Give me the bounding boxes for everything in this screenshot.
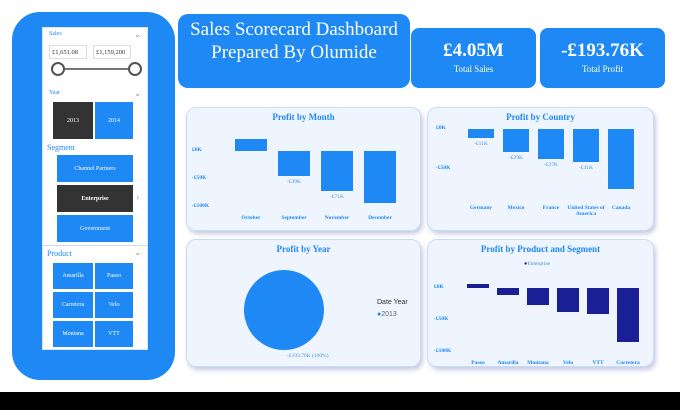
legend-label: Enterprise (527, 261, 550, 267)
data-label: -£37K (543, 161, 559, 168)
sales-slicer-title: Sales (49, 31, 62, 37)
year-2014-tile[interactable]: 2014 (95, 102, 133, 139)
x-tick-label: Montana (527, 360, 549, 366)
legend-item[interactable]: ●2013 (377, 311, 397, 318)
data-label: -£41K (578, 164, 594, 171)
x-tick-label: United States of America (567, 205, 605, 217)
bottom-bar (0, 392, 680, 410)
data-label: -£11K (474, 140, 488, 147)
x-tick-label: Paseo (471, 360, 485, 366)
segment-government[interactable]: Government (57, 215, 133, 242)
legend-title: Date Year (377, 299, 408, 306)
kpi-value: -£193.76K (561, 40, 644, 61)
profit-by-year-chart: Profit by Year -£193.76K (100%) Date Yea… (186, 239, 421, 367)
pie-data-label: -£193.76K (100%) (287, 353, 329, 359)
chevron-right-icon[interactable]: › (136, 192, 140, 203)
bar-paseo[interactable] (467, 284, 489, 288)
year-slicer-title: Year (49, 90, 61, 96)
segment-channel-partners[interactable]: Channel Partners (57, 155, 133, 182)
legend-item[interactable]: ●Enterprise (524, 261, 550, 267)
kpi-label: Total Profit (581, 64, 624, 74)
x-tick-label: VTT (592, 360, 604, 366)
y-tick-label: -£100K (192, 203, 210, 209)
dashboard-title: Sales Scorecard Dashboard Prepared By Ol… (178, 14, 410, 88)
kpi-value: £4.05M (443, 40, 504, 61)
bar-montana[interactable] (527, 288, 549, 306)
chart-title: Profit by Year (276, 244, 331, 254)
data-label: -£39K (286, 179, 302, 186)
bar-december[interactable] (364, 151, 396, 204)
x-tick-label: September (281, 215, 307, 221)
bar-mexico[interactable] (503, 129, 529, 153)
range-min-handle[interactable] (51, 62, 65, 76)
x-tick-label: Amarilla (497, 360, 519, 366)
x-tick-label: Velo (562, 360, 574, 366)
kpi-total-profit: -£193.76K Total Profit (540, 28, 665, 88)
x-tick-label: France (542, 205, 560, 211)
product-tile[interactable]: Montana (53, 321, 93, 347)
bar-november[interactable] (321, 151, 353, 191)
data-label: -£71K (329, 193, 345, 200)
kpi-total-sales: £4.05M Total Sales (411, 28, 536, 88)
title-line-2: Prepared By Olumide (211, 42, 377, 63)
bar-velo[interactable] (557, 288, 579, 313)
bar-germany[interactable] (468, 129, 494, 138)
bar-october[interactable] (235, 139, 267, 151)
x-tick-label: November (324, 215, 350, 221)
profit-by-product-segment-chart: Profit by Product and Segment ●Enterpris… (427, 239, 654, 367)
x-tick-label: Canada (611, 205, 631, 211)
product-tile[interactable]: Carretera (53, 292, 93, 318)
profit-by-country-chart: Profit by Country £0K -£50K Germany -£11K Mex… (427, 107, 654, 231)
product-tile[interactable]: Paseo (95, 263, 133, 289)
profit-by-month-chart: Profit by Month £0K -£50K -£100K October Sept… (186, 107, 421, 231)
x-tick-label: Germany (469, 205, 493, 211)
x-tick-label: Carretera (616, 360, 640, 366)
y-tick-label: -£50K (434, 316, 449, 322)
y-tick-label: £0K (192, 147, 202, 153)
bar-united-states-of-america[interactable] (573, 129, 599, 162)
divider (43, 245, 147, 246)
bar-september[interactable] (278, 151, 310, 177)
chevron-down-icon[interactable]: ⌄ (134, 30, 141, 39)
bar-france[interactable] (538, 129, 564, 159)
chart-title: Profit by Country (506, 112, 575, 122)
y-tick-label: £0K (434, 284, 444, 290)
pie-slice-2013[interactable] (244, 270, 324, 350)
bar-amarilla[interactable] (497, 288, 519, 296)
bar-canada[interactable] (608, 129, 634, 189)
data-label: -£29K (508, 155, 524, 162)
bar-carretera[interactable] (617, 288, 639, 342)
legend-dot-icon: ● (377, 311, 382, 318)
product-slicer-title: Product (47, 249, 72, 258)
title-line-1: Sales Scorecard Dashboard (190, 19, 398, 40)
kpi-label: Total Sales (453, 64, 494, 74)
sales-max-input[interactable]: £1,159,200 (93, 45, 131, 59)
bar-vtt[interactable] (587, 288, 609, 314)
y-tick-label: £0K (436, 125, 446, 131)
sales-min-input[interactable]: £1,651.08 (49, 45, 87, 59)
product-tile[interactable]: VTT (95, 321, 133, 347)
product-tile[interactable]: Velo (95, 292, 133, 318)
product-tile[interactable]: Amarilla (53, 263, 93, 289)
x-tick-label: October (241, 215, 261, 221)
sales-range-track (57, 68, 135, 70)
chart-title: Profit by Product and Segment (480, 244, 601, 254)
chart-title: Profit by Month (272, 112, 335, 122)
chevron-down-icon[interactable]: ⌄ (134, 89, 141, 98)
year-2013-tile[interactable]: 2013 (53, 102, 93, 139)
x-tick-label: December (368, 215, 392, 221)
segment-enterprise[interactable]: Enterprise (57, 185, 133, 212)
y-tick-label: -£100K (434, 348, 452, 354)
segment-slicer-title: Segment (47, 143, 75, 152)
slicer-panel: Sales ⌄ £1,651.08 £1,159,200 Year ⌄ 2013… (42, 27, 148, 350)
y-tick-label: -£50K (436, 165, 451, 171)
legend-label: 2013 (381, 311, 397, 318)
x-tick-label: Mexico (507, 205, 525, 211)
legend-dot-icon: ● (524, 261, 528, 267)
chevron-down-icon[interactable]: ⌄ (134, 248, 141, 257)
y-tick-label: -£50K (192, 175, 207, 181)
range-max-handle[interactable] (128, 62, 142, 76)
